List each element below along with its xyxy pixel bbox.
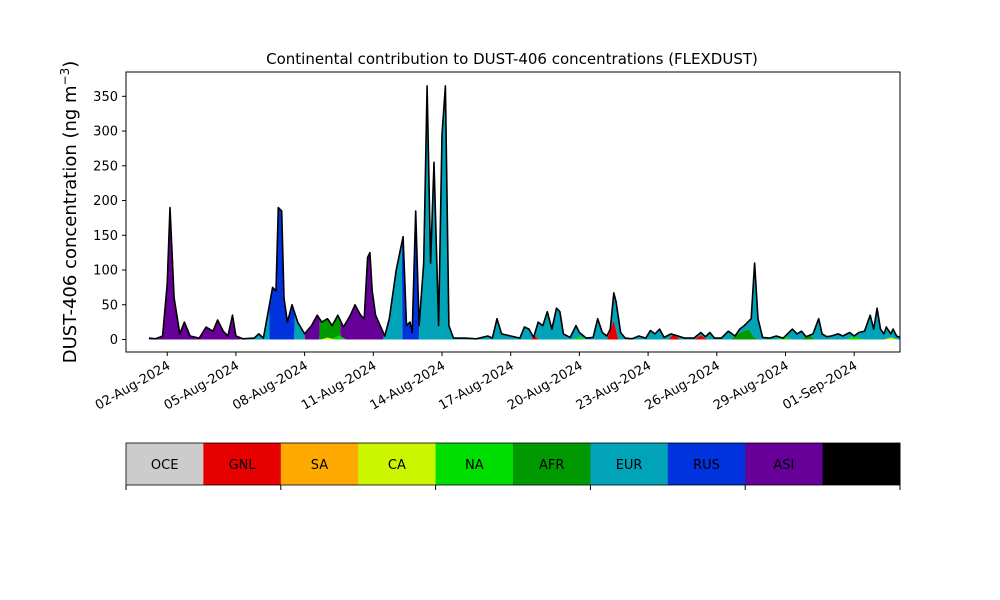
- legend-swatch-sa: [280, 443, 359, 485]
- area-eur: [148, 92, 900, 340]
- legend-label-eur: EUR: [616, 458, 643, 473]
- y-tick-label: 0: [110, 333, 118, 348]
- y-tick-label: 150: [93, 229, 118, 244]
- x-axis: 02-Aug-202405-Aug-202408-Aug-202411-Aug-…: [93, 352, 860, 414]
- x-tick-label: 20-Aug-2024: [505, 358, 585, 413]
- legend-swatch-rus: [667, 443, 746, 485]
- x-tick-label: 01-Sep-2024: [780, 358, 860, 413]
- x-tick-label: 02-Aug-2024: [93, 358, 173, 413]
- series-line-aus: [148, 85, 900, 340]
- x-tick-label: 11-Aug-2024: [299, 358, 379, 413]
- y-tick-label: 50: [101, 298, 118, 313]
- y-tick-label: 350: [93, 90, 118, 105]
- legend-swatch-afr: [513, 443, 591, 485]
- y-axis-label-close: ): [60, 61, 81, 68]
- legend-swatch-eur: [590, 443, 669, 485]
- legend-label-gnl: GNL: [229, 458, 257, 473]
- x-tick-label: 05-Aug-2024: [162, 358, 242, 413]
- x-tick-label: 08-Aug-2024: [230, 358, 310, 413]
- x-tick-label: 29-Aug-2024: [711, 358, 791, 413]
- y-axis: 0 50 100 150 200 250 300 350: [93, 90, 126, 348]
- y-axis-label-main: DUST-406 concentration (ng m: [60, 85, 81, 363]
- y-tick-label: 200: [93, 194, 118, 209]
- legend-label-na: NA: [465, 458, 484, 473]
- x-tick-label: 23-Aug-2024: [574, 358, 654, 413]
- legend-frame: [125, 442, 901, 486]
- y-tick-label: 250: [93, 159, 118, 174]
- area-afr: [148, 315, 900, 340]
- y-axis-label-unit-superscript: −3: [58, 68, 72, 86]
- legend-label-rus: RUS: [693, 458, 720, 473]
- legend-label-oce: OCE: [151, 458, 179, 473]
- legend-label-ca: CA: [388, 458, 406, 473]
- y-axis-label: DUST-406 concentration (ng m−3): [58, 61, 81, 364]
- legend-swatch-na: [435, 443, 514, 485]
- plot-frame: [125, 71, 901, 353]
- area-rus: [148, 92, 900, 340]
- legend-label-afr: AFR: [539, 458, 564, 473]
- legend-swatch-gnl: [203, 443, 282, 485]
- legend-swatch-ca: [358, 443, 437, 485]
- legend-swatch-asi: [745, 443, 824, 485]
- x-tick-label: 17-Aug-2024: [436, 358, 516, 413]
- chart-title: Continental contribution to DUST-406 con…: [266, 50, 758, 68]
- area-layers: [148, 85, 900, 340]
- y-tick-label: 100: [93, 264, 118, 279]
- legend: OCE GNL SA CA NA AFR EUR RUS ASI AUS: [125, 442, 901, 490]
- x-tick-label: 14-Aug-2024: [368, 358, 448, 413]
- legend-swatch-aus: [822, 443, 901, 485]
- y-tick-label: 300: [93, 125, 118, 140]
- legend-label-aus: AUS: [848, 458, 875, 473]
- legend-label-asi: ASI: [773, 458, 794, 473]
- legend-label-sa: SA: [311, 458, 328, 473]
- x-tick-label: 26-Aug-2024: [642, 358, 722, 413]
- area-asi: [148, 92, 900, 340]
- legend-swatch-oce: [126, 443, 204, 485]
